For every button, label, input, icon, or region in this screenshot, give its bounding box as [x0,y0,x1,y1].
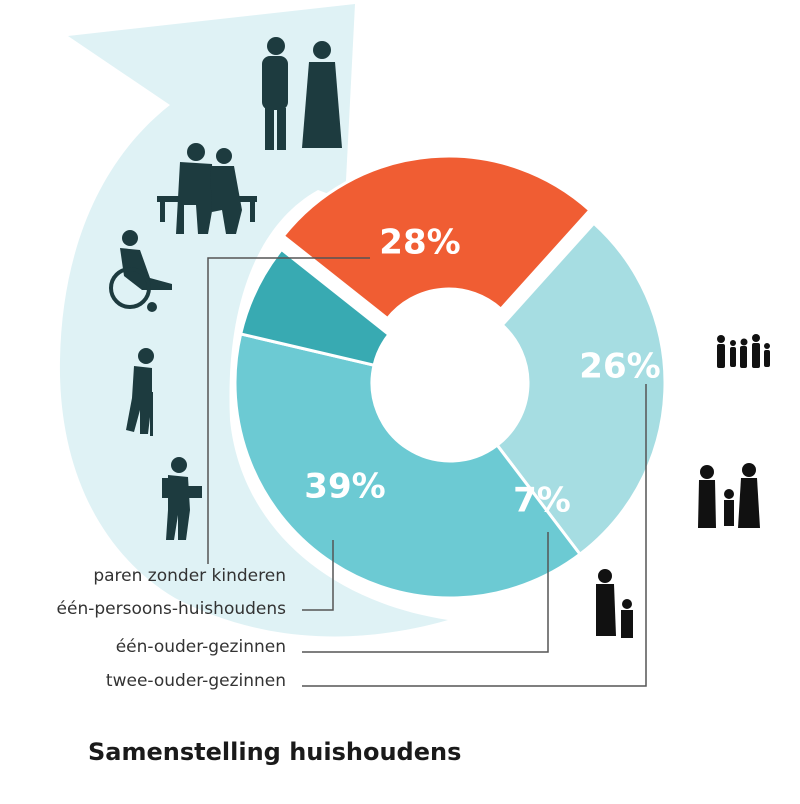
leader-line-twee-ouder [302,384,647,687]
donut-slices [233,154,667,600]
leader-line-een-ouder [302,532,549,653]
slice-twee-ouder-gezinnen [281,154,592,321]
person-with-cane-icon [126,348,154,436]
slice-labels: 28% 39% 7% 26% [304,223,660,521]
wheelchair-person-icon [109,230,172,312]
large-family-icon [717,334,770,368]
curved-arrow-background [59,4,448,637]
legend-label-een-persoons-huishoudens: één-persoons-huishoudens [56,599,286,619]
single-parent-icon [596,569,633,638]
legend-label-twee-ouder-gezinnen: twee-ouder-gezinnen [105,671,286,691]
donut-hole [372,305,528,461]
chart-title: Samenstelling huishoudens [88,738,462,766]
leader-line-een-persoons [302,540,334,611]
student-with-bag-icon [162,457,202,540]
legend-label-paren-zonder-kinderen: paren zonder kinderen [93,566,286,586]
couple-icon [262,37,342,150]
slice-label-26: 26% [579,347,660,387]
slice-label-39: 39% [304,467,385,507]
slice-label-28: 28% [379,223,460,263]
legend-label-een-ouder-gezinnen: één-ouder-gezinnen [115,637,286,657]
leader-line-paren [207,257,370,564]
two-parent-family-icon [698,463,760,528]
slice-label-7: 7% [513,481,571,521]
elderly-couple-bench-icon [157,143,257,234]
leader-lines [207,257,647,687]
